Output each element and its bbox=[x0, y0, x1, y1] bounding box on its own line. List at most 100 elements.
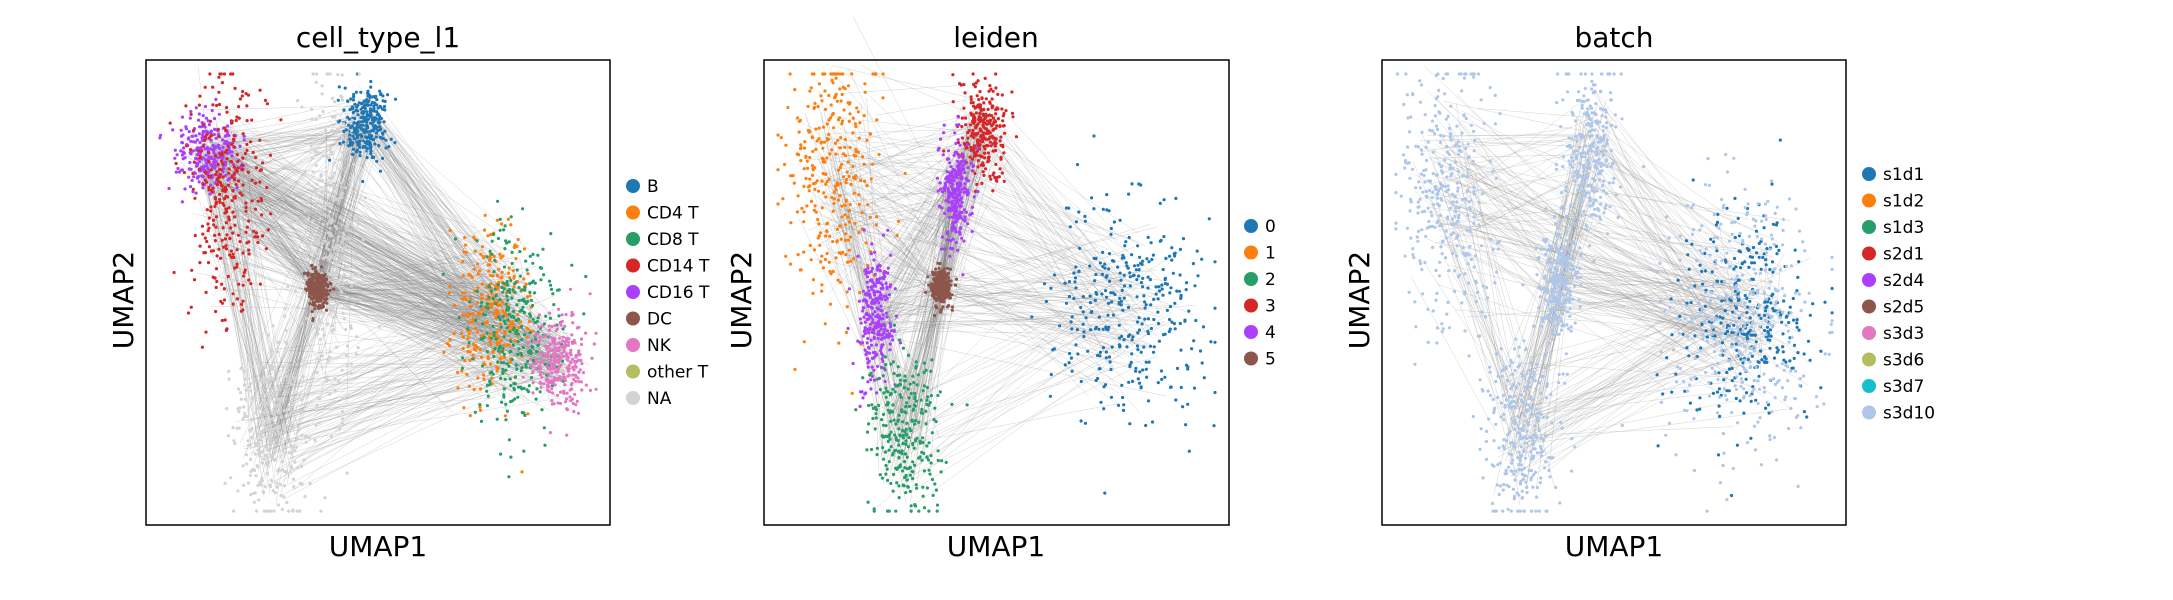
data-point bbox=[354, 90, 358, 94]
graph-edge bbox=[194, 157, 503, 265]
data-point bbox=[972, 116, 976, 120]
data-point bbox=[240, 302, 244, 306]
graph-edge bbox=[318, 280, 522, 326]
graph-edge bbox=[835, 115, 942, 288]
data-point bbox=[271, 430, 275, 434]
data-point bbox=[341, 255, 345, 260]
graph-edge bbox=[839, 209, 945, 293]
graph-edge bbox=[318, 256, 502, 292]
data-point bbox=[485, 331, 489, 335]
graph-edge bbox=[225, 123, 356, 166]
data-point bbox=[229, 72, 233, 76]
data-point bbox=[566, 340, 571, 344]
data-point bbox=[225, 110, 229, 114]
data-point bbox=[205, 146, 209, 150]
data-point bbox=[204, 290, 208, 294]
graph-edge bbox=[224, 203, 548, 356]
data-point bbox=[484, 285, 488, 290]
graph-edge bbox=[193, 159, 235, 268]
data-point bbox=[799, 143, 803, 147]
data-point bbox=[333, 197, 337, 202]
data-point bbox=[332, 315, 336, 319]
graph-edge bbox=[364, 126, 505, 326]
data-point bbox=[233, 86, 237, 90]
data-point bbox=[325, 288, 329, 292]
data-point bbox=[507, 306, 511, 310]
data-point bbox=[350, 128, 354, 133]
data-point bbox=[942, 247, 947, 251]
graph-edge bbox=[363, 127, 512, 270]
data-point bbox=[311, 321, 315, 325]
data-point bbox=[545, 377, 550, 381]
data-point bbox=[202, 251, 206, 255]
data-point bbox=[508, 350, 512, 354]
data-point bbox=[250, 396, 254, 400]
data-point bbox=[557, 346, 561, 351]
data-point bbox=[965, 146, 969, 150]
data-point bbox=[871, 162, 875, 166]
data-point bbox=[954, 206, 959, 210]
data-point bbox=[539, 351, 543, 355]
data-point bbox=[553, 376, 557, 380]
graph-edge bbox=[323, 138, 371, 290]
graph-edge bbox=[960, 183, 1124, 290]
data-point bbox=[330, 96, 334, 100]
data-point bbox=[834, 188, 838, 192]
data-point bbox=[461, 335, 465, 339]
graph-edge bbox=[846, 73, 955, 178]
data-point bbox=[350, 107, 354, 111]
data-point bbox=[594, 331, 598, 335]
data-point bbox=[558, 390, 563, 394]
data-point bbox=[244, 388, 248, 392]
data-point bbox=[588, 388, 593, 392]
graph-edge bbox=[265, 325, 498, 490]
graph-edge bbox=[271, 130, 364, 374]
data-point bbox=[282, 484, 287, 488]
data-point bbox=[393, 97, 398, 101]
data-point bbox=[823, 107, 828, 111]
graph-edge bbox=[316, 284, 541, 342]
data-point bbox=[487, 269, 491, 273]
data-point bbox=[302, 458, 306, 462]
data-point bbox=[355, 335, 359, 339]
data-point bbox=[550, 371, 554, 375]
data-point bbox=[513, 339, 517, 343]
data-point bbox=[557, 358, 561, 362]
data-point bbox=[553, 346, 557, 350]
data-point bbox=[181, 157, 185, 161]
data-point bbox=[816, 217, 820, 222]
data-point bbox=[456, 386, 460, 390]
data-point bbox=[275, 485, 279, 489]
data-point bbox=[962, 83, 966, 87]
data-point bbox=[279, 397, 283, 401]
graph-edge bbox=[319, 252, 484, 283]
data-point bbox=[942, 131, 946, 135]
graph-edge bbox=[284, 281, 314, 460]
data-point bbox=[315, 404, 319, 408]
graph-edge bbox=[314, 286, 487, 294]
data-point bbox=[970, 157, 975, 161]
data-point bbox=[468, 300, 472, 304]
data-point bbox=[590, 356, 594, 360]
data-point bbox=[954, 209, 958, 213]
data-point bbox=[339, 275, 343, 279]
data-point bbox=[355, 140, 359, 144]
graph-edge bbox=[807, 170, 952, 183]
graph-edge bbox=[374, 137, 492, 334]
graph-edge bbox=[243, 147, 287, 423]
data-point bbox=[522, 411, 526, 415]
data-point bbox=[273, 448, 277, 452]
data-point bbox=[968, 123, 973, 127]
data-point bbox=[310, 280, 314, 284]
data-point bbox=[209, 147, 213, 151]
graph-edge bbox=[237, 183, 572, 368]
data-point bbox=[784, 254, 788, 258]
data-point bbox=[943, 211, 947, 215]
cluster-nk bbox=[521, 287, 598, 437]
graph-edge bbox=[209, 135, 358, 158]
data-point bbox=[549, 283, 553, 287]
data-point bbox=[875, 215, 879, 219]
data-point bbox=[784, 143, 788, 147]
graph-edge bbox=[837, 146, 990, 162]
data-point bbox=[827, 132, 831, 136]
